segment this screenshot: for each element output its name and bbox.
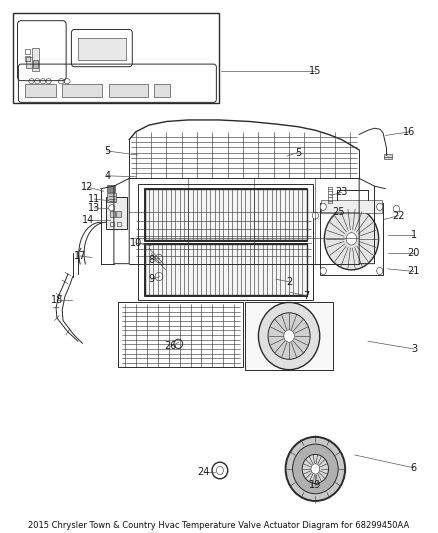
Text: 13: 13 [88, 203, 100, 213]
Text: 3: 3 [411, 344, 417, 354]
Bar [26, 57, 37, 68]
Text: 18: 18 [51, 295, 63, 305]
Ellipse shape [268, 313, 310, 359]
Text: 26: 26 [165, 342, 177, 351]
Ellipse shape [212, 462, 228, 479]
Bar [107, 193, 116, 201]
Ellipse shape [311, 464, 320, 474]
Text: 9: 9 [148, 274, 154, 284]
Ellipse shape [377, 267, 383, 274]
Ellipse shape [324, 208, 378, 270]
Bar [245, 302, 333, 370]
Ellipse shape [109, 205, 115, 211]
Bar [321, 200, 382, 213]
Bar [33, 60, 38, 68]
Text: 1: 1 [411, 230, 417, 240]
Text: 14: 14 [81, 215, 94, 225]
Bar [110, 222, 114, 227]
Ellipse shape [258, 302, 320, 370]
Bar [144, 243, 307, 296]
Ellipse shape [393, 205, 399, 213]
Ellipse shape [293, 444, 338, 494]
Bar [25, 49, 30, 54]
Text: 24: 24 [198, 466, 210, 477]
Ellipse shape [302, 455, 328, 483]
Text: 2: 2 [286, 277, 292, 287]
Bar [32, 48, 39, 71]
Ellipse shape [174, 339, 183, 349]
Text: 20: 20 [408, 248, 420, 259]
Bar [13, 13, 219, 103]
Bar [106, 198, 127, 229]
Text: 25: 25 [332, 207, 344, 217]
Bar [25, 84, 56, 97]
Bar [109, 84, 148, 97]
Ellipse shape [377, 203, 383, 211]
Text: 7: 7 [304, 290, 310, 301]
Bar [25, 56, 30, 61]
Bar [145, 244, 307, 295]
Ellipse shape [155, 254, 163, 263]
Ellipse shape [312, 212, 318, 219]
Bar [110, 211, 115, 217]
Bar [116, 211, 121, 217]
Bar [138, 183, 313, 300]
Bar [78, 38, 126, 60]
Text: 19: 19 [309, 480, 321, 490]
Text: 4: 4 [104, 171, 110, 181]
Text: 8: 8 [148, 255, 154, 264]
Bar [144, 188, 307, 241]
Text: 22: 22 [392, 211, 405, 221]
Ellipse shape [284, 330, 294, 342]
Text: 12: 12 [81, 182, 94, 192]
Text: 5: 5 [295, 148, 301, 158]
Text: 21: 21 [408, 266, 420, 277]
Bar [320, 203, 383, 275]
Bar [62, 84, 102, 97]
Ellipse shape [346, 232, 357, 245]
Ellipse shape [320, 267, 326, 274]
Text: 17: 17 [74, 251, 86, 261]
Bar [117, 222, 121, 227]
Text: 6: 6 [411, 463, 417, 473]
Bar [384, 154, 392, 159]
Text: 16: 16 [403, 127, 416, 137]
Text: 23: 23 [336, 187, 348, 197]
Text: 2015 Chrysler Town & Country Hvac Temperature Valve Actuator Diagram for 6829945: 2015 Chrysler Town & Country Hvac Temper… [28, 521, 410, 530]
Bar [107, 184, 115, 192]
Ellipse shape [320, 203, 326, 211]
Text: 11: 11 [88, 194, 100, 204]
Bar [145, 189, 307, 240]
Text: 5: 5 [104, 146, 110, 156]
Bar [154, 84, 170, 97]
Text: 10: 10 [130, 238, 142, 248]
Ellipse shape [155, 272, 163, 281]
Text: 15: 15 [309, 66, 321, 76]
Ellipse shape [286, 437, 345, 501]
